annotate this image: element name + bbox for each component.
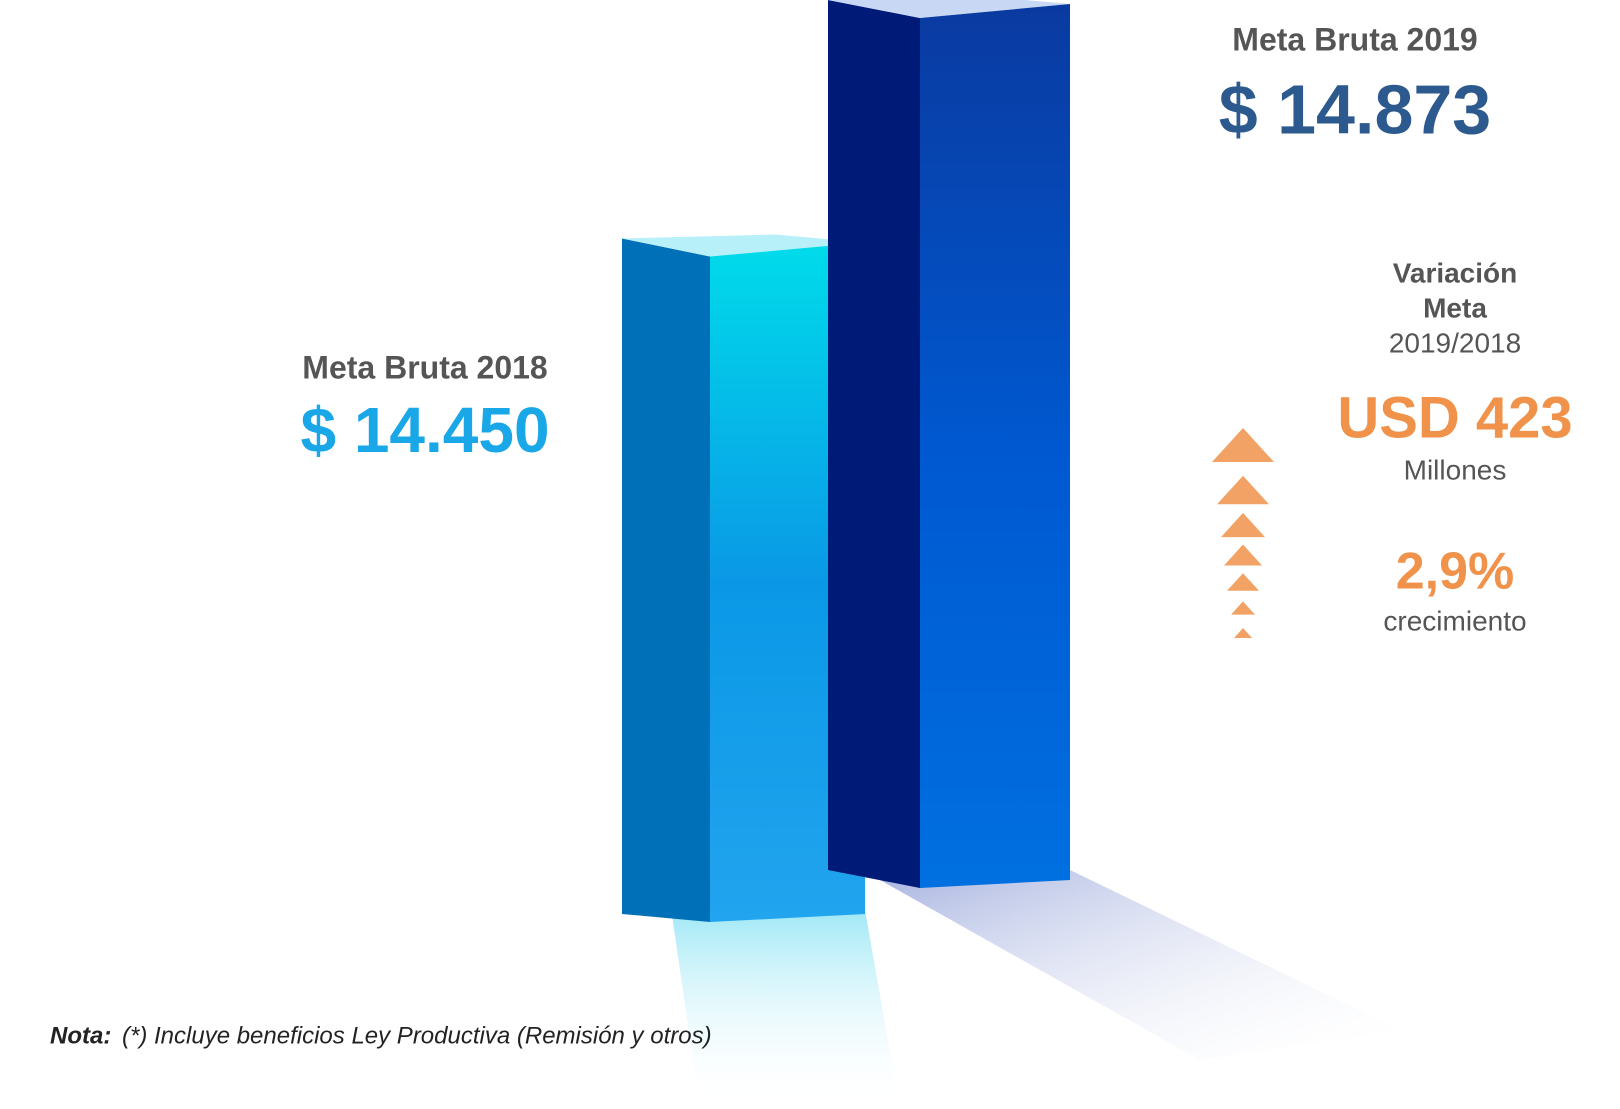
variation-percent: 2,9%: [1396, 543, 1515, 601]
variation-period: 2019/2018: [1389, 327, 1521, 358]
bar-shadow: [880, 870, 1400, 1060]
bar-top: [828, 0, 1070, 19]
growth-arrow: [1227, 573, 1259, 591]
variation-title: Variación: [1393, 257, 1518, 288]
bars: [622, 0, 1070, 922]
bar-top: [622, 234, 865, 257]
shadows: [672, 870, 1400, 1109]
growth-arrow: [1217, 475, 1269, 505]
growth-arrow: [1212, 427, 1274, 463]
bar: [920, 4, 1070, 888]
variation-caption: crecimiento: [1383, 605, 1526, 636]
bar-side: [828, 0, 920, 888]
variation-amount: USD 423: [1337, 385, 1572, 450]
growth-arrow: [1221, 512, 1265, 538]
note: (*) Incluye beneficios Ley Productiva (R…: [122, 1022, 712, 1049]
value-label: $ 14.873: [1219, 70, 1491, 148]
variation-subtitle: Meta: [1423, 292, 1487, 323]
variation-unit: Millones: [1404, 454, 1507, 485]
growth-arrow: [1234, 628, 1252, 638]
bar: [710, 242, 865, 922]
growth-arrows: [1212, 427, 1274, 638]
bar-side: [622, 238, 710, 922]
note-label: Nota:: [50, 1022, 111, 1049]
value-label: $ 14.450: [300, 394, 549, 466]
category-label: Meta Bruta 2018: [302, 349, 547, 385]
bar-shadow: [672, 910, 900, 1109]
growth-arrow: [1224, 544, 1262, 566]
growth-arrow: [1231, 601, 1255, 615]
category-label: Meta Bruta 2019: [1232, 21, 1477, 57]
